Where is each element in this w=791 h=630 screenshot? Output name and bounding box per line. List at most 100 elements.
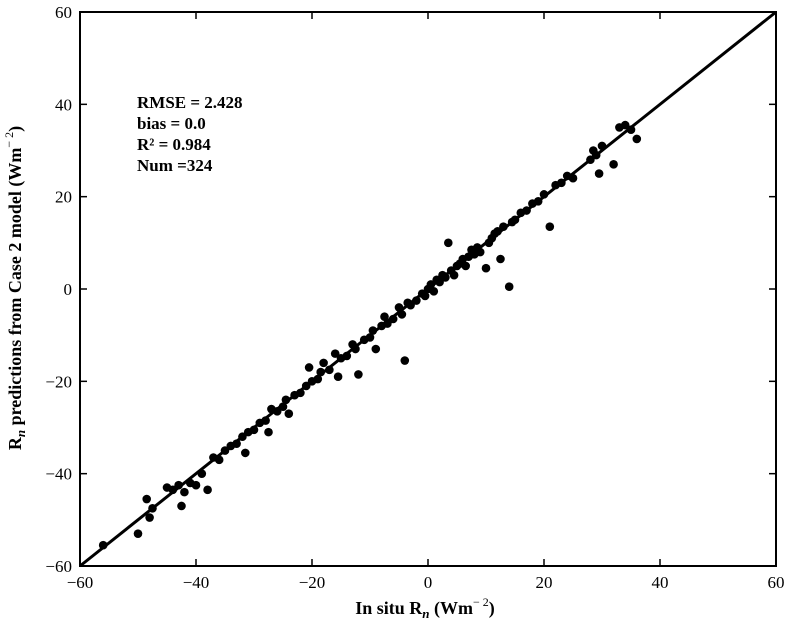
data-point: [301, 381, 311, 391]
data-point: [461, 261, 471, 271]
x-axis-title-sub: n: [422, 606, 429, 621]
data-point: [594, 169, 604, 178]
data-point: [632, 134, 642, 144]
y-tick-label: 20: [55, 188, 72, 207]
data-points: [98, 120, 642, 550]
data-point: [220, 446, 230, 455]
data-point: [591, 150, 601, 160]
data-point: [420, 291, 430, 301]
data-point: [522, 206, 531, 215]
data-point: [180, 487, 189, 497]
data-point: [214, 455, 224, 465]
x-tick-label: −60: [67, 573, 94, 592]
x-axis-title-close: ): [489, 598, 495, 619]
data-point: [394, 303, 404, 312]
data-point: [499, 222, 508, 231]
data-point: [365, 333, 375, 342]
x-tick-label: 40: [652, 573, 669, 592]
x-tick-label: −20: [299, 573, 326, 592]
x-tick-label: 0: [424, 573, 433, 592]
data-point: [325, 365, 334, 375]
data-point: [203, 485, 212, 495]
data-point: [435, 277, 444, 287]
y-axis-title: Rn predictions from Case 2 model (Wm− 2): [2, 126, 28, 450]
data-point: [319, 358, 328, 368]
data-point: [296, 388, 305, 398]
data-point: [388, 314, 398, 324]
x-axis-title-sup: − 2: [473, 595, 489, 609]
rmse-label: RMSE = 2.428: [137, 93, 243, 112]
x-axis-title-unit: (Wm: [429, 598, 473, 619]
data-point: [368, 326, 378, 335]
data-point: [412, 296, 421, 305]
y-axis-title-sup: − 2: [2, 132, 16, 148]
y-axis-title-main: R: [5, 436, 25, 450]
data-point: [316, 367, 326, 377]
y-axis-ticks: −60 −40 −20 0 20 40 60: [45, 3, 776, 576]
data-point: [249, 425, 259, 435]
data-point: [597, 141, 607, 151]
data-point: [429, 287, 439, 296]
data-point: [481, 263, 491, 273]
data-point: [609, 160, 618, 169]
data-point: [371, 344, 381, 354]
y-tick-label: −40: [45, 465, 72, 484]
data-point: [238, 432, 247, 442]
data-point: [333, 372, 343, 382]
data-point: [354, 370, 363, 379]
y-axis-title-rest: predictions from Case 2 model (Wm: [5, 148, 26, 430]
data-point: [304, 363, 314, 372]
data-point: [496, 254, 505, 264]
data-point: [148, 503, 157, 513]
data-point: [626, 125, 636, 135]
data-point: [557, 178, 566, 188]
data-point: [397, 310, 407, 319]
data-point: [493, 226, 502, 236]
y-tick-label: 0: [64, 280, 73, 299]
data-point: [444, 238, 453, 248]
data-point: [510, 215, 520, 225]
y-axis-title-close: ): [5, 126, 26, 132]
x-tick-label: 20: [536, 573, 553, 592]
data-point: [145, 513, 154, 522]
data-point: [441, 273, 450, 282]
stats-box: RMSE = 2.428 bias = 0.0 R² = 0.984 Num =…: [137, 93, 243, 175]
y-tick-label: −60: [45, 557, 72, 576]
data-point: [539, 190, 549, 199]
y-axis-title-sub: n: [13, 430, 28, 437]
data-point: [272, 407, 282, 416]
data-point: [191, 480, 201, 490]
data-point: [177, 501, 186, 511]
data-point: [174, 480, 183, 490]
data-point: [330, 349, 340, 358]
data-point: [504, 282, 514, 291]
data-point: [284, 409, 294, 418]
data-point: [281, 395, 291, 405]
data-point: [168, 485, 178, 495]
data-point: [383, 319, 392, 328]
data-point: [568, 173, 578, 183]
num-label: Num =324: [137, 156, 213, 175]
data-point: [232, 439, 241, 448]
data-point: [342, 351, 352, 361]
data-point: [400, 356, 410, 365]
x-axis-ticks: −60 −40 −20 0 20 40 60: [67, 12, 785, 592]
data-point: [98, 540, 108, 550]
data-point: [449, 270, 459, 280]
y-tick-label: −20: [45, 372, 72, 391]
bias-label: bias = 0.0: [137, 114, 206, 133]
data-point: [586, 155, 595, 165]
data-point: [142, 494, 151, 504]
data-point: [426, 280, 436, 289]
data-point: [133, 529, 143, 538]
data-point: [241, 448, 250, 458]
data-point: [380, 312, 389, 322]
data-point: [533, 196, 543, 206]
data-point: [545, 222, 555, 231]
y-tick-label: 40: [55, 95, 72, 114]
y-tick-label: 60: [55, 3, 72, 22]
data-point: [313, 374, 323, 384]
data-point: [406, 300, 415, 310]
data-point: [264, 427, 273, 437]
